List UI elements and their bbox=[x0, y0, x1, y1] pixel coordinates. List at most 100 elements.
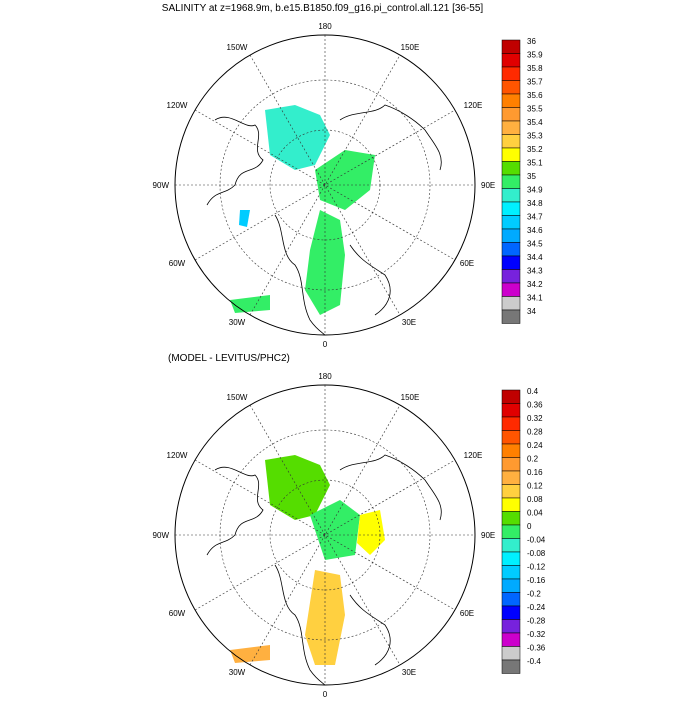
colorbar-label: 0 bbox=[527, 522, 532, 531]
field-region bbox=[310, 500, 360, 560]
colorbar-label: 35.7 bbox=[527, 78, 543, 87]
colorbar-label: 36 bbox=[527, 38, 536, 46]
colorbar-label: 35.1 bbox=[527, 159, 543, 168]
colorbar-swatch bbox=[501, 174, 521, 189]
colorbar-label: 35.6 bbox=[527, 91, 543, 100]
colorbar-label: -0.28 bbox=[527, 617, 546, 626]
colorbar-label: 34.1 bbox=[527, 294, 543, 303]
colorbar-swatch bbox=[501, 443, 521, 458]
colorbar-label: 35.9 bbox=[527, 51, 543, 60]
colorbar-swatch bbox=[501, 201, 521, 216]
colorbar-difference: 0.4 0.36 0.32 0.28 0.24 0.2 0.16 0.12 0.08 0.04 0 -… bbox=[501, 388, 546, 674]
lon-label-60e: 60E bbox=[460, 259, 474, 268]
field-region bbox=[305, 210, 345, 315]
colorbar-label: 0.16 bbox=[527, 468, 543, 477]
colorbar-swatch bbox=[501, 632, 521, 647]
colorbar-label: 0.36 bbox=[527, 401, 543, 410]
colorbar-label: 35.3 bbox=[527, 132, 543, 141]
colorbar-swatch bbox=[501, 161, 521, 176]
polar-map-difference: 180 0 90W 90E 150W 120W 150E 120E 60W 30… bbox=[153, 372, 496, 699]
colorbar-label: 34.2 bbox=[527, 280, 543, 289]
colorbar-label: -0.12 bbox=[527, 563, 546, 572]
lon-label-150e: 150E bbox=[401, 393, 420, 402]
lon-label-60e: 60E bbox=[460, 609, 474, 618]
longitude-labels: 180 0 90W 90E 150W 120W 150E 120E 60W 30… bbox=[153, 372, 496, 699]
lon-label-120w: 120W bbox=[167, 101, 188, 110]
colorbar-label: 35.8 bbox=[527, 64, 543, 73]
colorbar-swatch bbox=[501, 430, 521, 445]
coastlines bbox=[206, 104, 442, 336]
colorbar-swatch bbox=[501, 296, 521, 311]
colorbar-swatch bbox=[501, 470, 521, 485]
map-boundary bbox=[174, 384, 476, 686]
colorbar-label: 0.28 bbox=[527, 428, 543, 437]
polar-map-salinity: 180 0 90W 90E 150W 120W 150E 120E 60W 30… bbox=[153, 22, 496, 349]
colorbar-swatch bbox=[501, 659, 521, 674]
colorbar-label: 34.7 bbox=[527, 213, 543, 222]
field-region bbox=[230, 295, 270, 313]
colorbar-swatch bbox=[501, 107, 521, 122]
colorbar-swatch bbox=[501, 484, 521, 499]
field-region bbox=[230, 645, 270, 663]
lon-label-120e: 120E bbox=[464, 451, 483, 460]
chart-subtitle: (MODEL - LEVITUS/PHC2) bbox=[168, 353, 290, 364]
colorbar-label: -0.04 bbox=[527, 536, 546, 545]
lon-label-0: 0 bbox=[323, 340, 328, 349]
colorbar-swatch bbox=[501, 592, 521, 607]
colorbar-salinity: 36 35.9 35.8 35.7 35.6 35.5 35.4 35.3 35.2 35.1 35… bbox=[501, 38, 543, 324]
colorbar-label: -0.36 bbox=[527, 644, 546, 653]
colorbar-label: -0.16 bbox=[527, 576, 546, 585]
map-boundary bbox=[174, 34, 476, 336]
colorbar-label: 34.9 bbox=[527, 186, 543, 195]
colorbar-swatch bbox=[501, 120, 521, 135]
colorbar-swatch bbox=[501, 269, 521, 284]
lon-label-0: 0 bbox=[323, 690, 328, 699]
lon-label-60w: 60W bbox=[169, 609, 186, 618]
colorbar-label: 34.6 bbox=[527, 226, 543, 235]
coastline-canada bbox=[206, 466, 264, 556]
lon-label-90w: 90W bbox=[153, 181, 170, 190]
colorbar-swatch bbox=[501, 389, 521, 404]
colorbar-swatch bbox=[501, 228, 521, 243]
coastline-siberia bbox=[339, 104, 442, 171]
colorbar-label: -0.24 bbox=[527, 603, 546, 612]
coastline-canada bbox=[206, 116, 264, 206]
colorbar-swatch bbox=[501, 39, 521, 54]
colorbar-label: 0.4 bbox=[527, 388, 539, 396]
colorbar-swatch bbox=[501, 511, 521, 526]
colorbar-swatch bbox=[501, 646, 521, 661]
coastline-greenland bbox=[274, 564, 326, 686]
colorbar-swatch bbox=[501, 551, 521, 566]
lon-label-150w: 150W bbox=[227, 43, 248, 52]
lon-label-30e: 30E bbox=[402, 318, 416, 327]
chart-title: SALINITY at z=1968.9m, b.e15.B1850.f09_g… bbox=[161, 3, 484, 14]
colorbar-swatch bbox=[501, 188, 521, 203]
lon-label-30w: 30W bbox=[229, 668, 246, 677]
graticule bbox=[175, 35, 475, 335]
field-region bbox=[239, 210, 250, 227]
colorbar-swatch bbox=[501, 309, 521, 324]
coastline-scandinavia bbox=[349, 594, 391, 666]
colorbar-swatch bbox=[501, 134, 521, 149]
colorbar-swatch bbox=[501, 80, 521, 95]
colorbar-swatch bbox=[501, 93, 521, 108]
colorbar-swatch bbox=[501, 578, 521, 593]
colorbar-label: 34.8 bbox=[527, 199, 543, 208]
longitude-labels: 180 0 90W 90E 150W 120W 150E 120E 60W 30… bbox=[153, 22, 496, 349]
colorbar-label: 34.4 bbox=[527, 253, 543, 262]
colorbar-swatch bbox=[501, 619, 521, 634]
lon-label-150e: 150E bbox=[401, 43, 420, 52]
colorbar-label: -0.2 bbox=[527, 590, 541, 599]
colorbar-swatch bbox=[501, 565, 521, 580]
map-fill-layer bbox=[230, 105, 375, 315]
colorbar-label: 0.08 bbox=[527, 495, 543, 504]
lon-label-30e: 30E bbox=[402, 668, 416, 677]
lon-label-120w: 120W bbox=[167, 451, 188, 460]
colorbar-swatch bbox=[501, 524, 521, 539]
colorbar-swatch bbox=[501, 457, 521, 472]
lon-label-30w: 30W bbox=[229, 318, 246, 327]
lon-label-90w: 90W bbox=[153, 531, 170, 540]
colorbar-swatch bbox=[501, 538, 521, 553]
colorbar-label: 0.12 bbox=[527, 482, 543, 491]
colorbar-swatch bbox=[501, 497, 521, 512]
